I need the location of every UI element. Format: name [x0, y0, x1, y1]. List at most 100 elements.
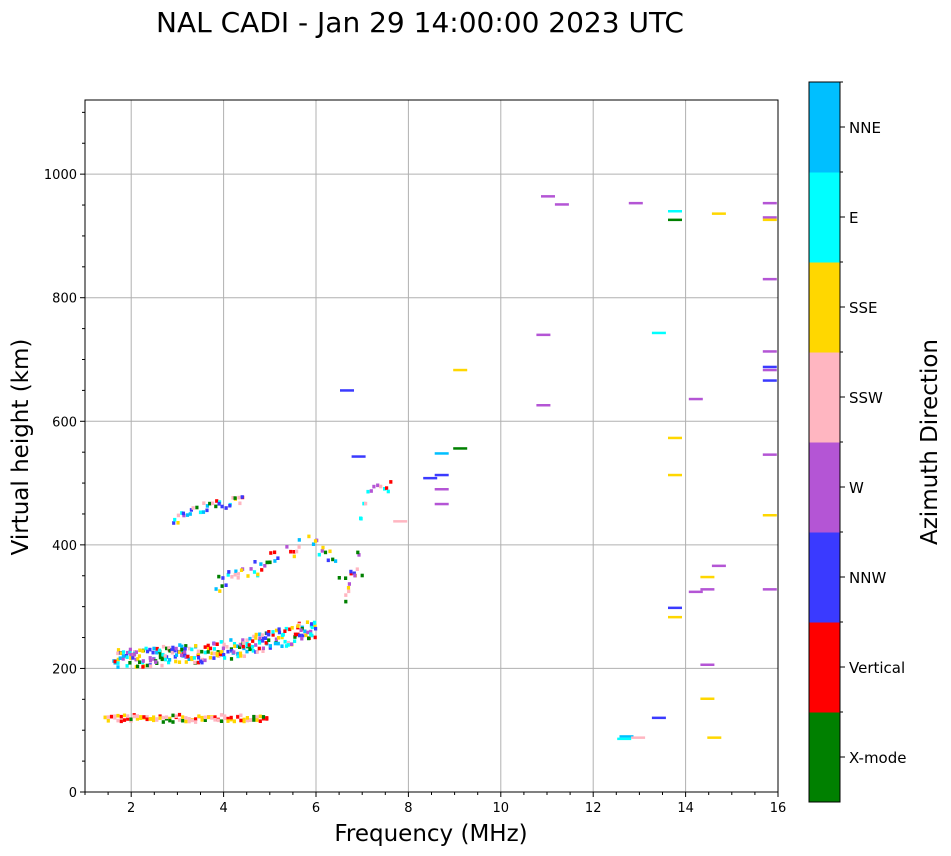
y-tick-label: 600	[52, 415, 77, 430]
echo-cell	[219, 719, 224, 723]
echo-cell	[236, 576, 240, 580]
echo-cell	[177, 660, 182, 664]
echo-cell	[207, 715, 211, 720]
echo-cell	[200, 649, 204, 654]
echo-cell	[268, 644, 272, 648]
echo-cell	[307, 636, 311, 641]
echo-cell	[128, 650, 132, 654]
echo-cell	[139, 715, 143, 719]
echo-cell	[188, 512, 192, 516]
echo-cell	[238, 651, 243, 656]
echo-cell	[208, 646, 213, 651]
echo-cell	[170, 650, 174, 655]
echo-cell	[334, 559, 338, 563]
echo-cell	[239, 654, 243, 658]
echo-cell	[242, 717, 246, 722]
echo-cell	[213, 715, 217, 719]
echo-cell	[252, 714, 256, 719]
echo-cell	[202, 501, 206, 505]
echo-cell	[212, 656, 216, 660]
echo-cell	[310, 625, 314, 630]
echo-cell	[305, 620, 310, 624]
echo-cell	[205, 504, 209, 508]
echo-cell	[134, 657, 138, 662]
echo-cell	[180, 647, 184, 652]
echo-mark	[628, 201, 643, 205]
echo-cell	[245, 641, 249, 645]
echo-cell	[148, 656, 152, 660]
echo-cell	[163, 654, 167, 658]
echo-cell	[240, 495, 244, 499]
echo-cell	[264, 636, 268, 640]
echo-mark	[762, 277, 777, 281]
echo-cell	[158, 716, 162, 720]
echo-mark	[453, 368, 468, 372]
echo-cell	[313, 621, 317, 625]
echo-cell	[192, 656, 196, 660]
colorbar-label: Azimuth Direction	[917, 339, 943, 545]
colorbar-tick-label: NNE	[849, 119, 881, 137]
echo-cell	[196, 651, 201, 655]
echo-cell	[238, 645, 242, 649]
echo-cell	[184, 644, 188, 648]
echo-cell	[379, 484, 383, 489]
echo-cell	[293, 635, 297, 639]
echo-cell	[216, 718, 220, 723]
echo-cell	[138, 648, 142, 653]
echo-cell	[164, 715, 169, 719]
echo-cell	[138, 660, 142, 664]
echo-cell	[177, 718, 182, 722]
echo-cell	[220, 504, 224, 509]
echo-cell	[129, 717, 133, 722]
echo-cell	[328, 549, 332, 554]
echo-cell	[258, 641, 262, 645]
echo-cell	[220, 584, 224, 588]
colorbar: X-mode Vertical NNW W SSW SSE E NNE	[808, 81, 906, 803]
echo-cell	[182, 513, 186, 518]
echo-cell	[177, 712, 182, 717]
echo-cell	[286, 640, 290, 645]
echo-cell	[233, 572, 237, 577]
echo-cell	[184, 655, 188, 659]
echo-cell	[245, 643, 249, 648]
echo-cell	[174, 659, 178, 664]
plot-frame	[84, 99, 779, 793]
echo-cell	[331, 557, 335, 562]
echo-cell	[103, 715, 107, 720]
echo-cell	[261, 639, 265, 643]
echo-cell	[283, 639, 287, 644]
echo-cell	[183, 646, 187, 651]
echo-cell	[301, 633, 305, 638]
echo-cell	[299, 628, 303, 632]
echo-mark	[536, 404, 551, 407]
echo-cell	[225, 645, 229, 649]
echo-cell	[196, 660, 200, 665]
echo-mark	[762, 216, 777, 219]
colorbar-segment	[809, 82, 840, 173]
echo-cell	[106, 719, 110, 723]
echo-mark	[541, 195, 555, 198]
echo-cell	[184, 719, 188, 724]
echo-cell	[214, 504, 218, 509]
echo-cell	[217, 574, 221, 579]
colorbar-frame	[808, 81, 841, 803]
echo-mark	[711, 212, 726, 215]
echo-cell	[215, 499, 219, 503]
echo-cell	[261, 716, 266, 721]
echo-cell	[212, 642, 216, 646]
echo-cell	[229, 657, 234, 661]
echo-cell	[236, 715, 240, 719]
echo-cell	[222, 642, 226, 647]
echo-cell	[236, 651, 240, 656]
echo-cell	[203, 715, 207, 720]
echo-cell	[136, 657, 140, 661]
echo-cell	[283, 629, 287, 633]
echo-cell	[196, 649, 200, 654]
echo-cell	[284, 626, 288, 631]
echo-cell	[321, 545, 325, 550]
echo-cell	[372, 484, 376, 489]
echo-mark	[434, 488, 449, 491]
echo-cell	[255, 650, 259, 654]
echo-cell	[286, 643, 290, 647]
echo-cell	[355, 567, 359, 571]
